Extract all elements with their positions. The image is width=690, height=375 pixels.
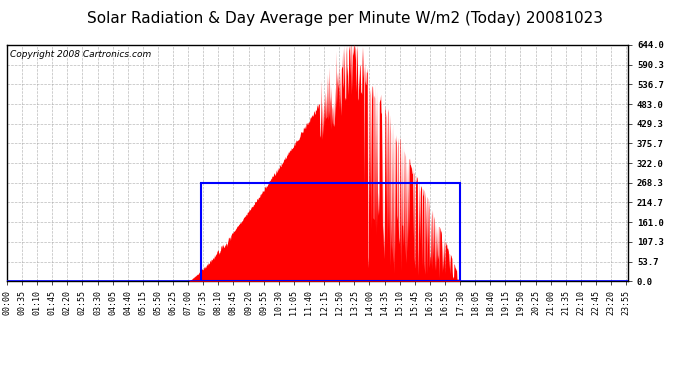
Bar <box>201 183 460 281</box>
Text: Copyright 2008 Cartronics.com: Copyright 2008 Cartronics.com <box>10 50 151 59</box>
Text: Solar Radiation & Day Average per Minute W/m2 (Today) 20081023: Solar Radiation & Day Average per Minute… <box>87 11 603 26</box>
